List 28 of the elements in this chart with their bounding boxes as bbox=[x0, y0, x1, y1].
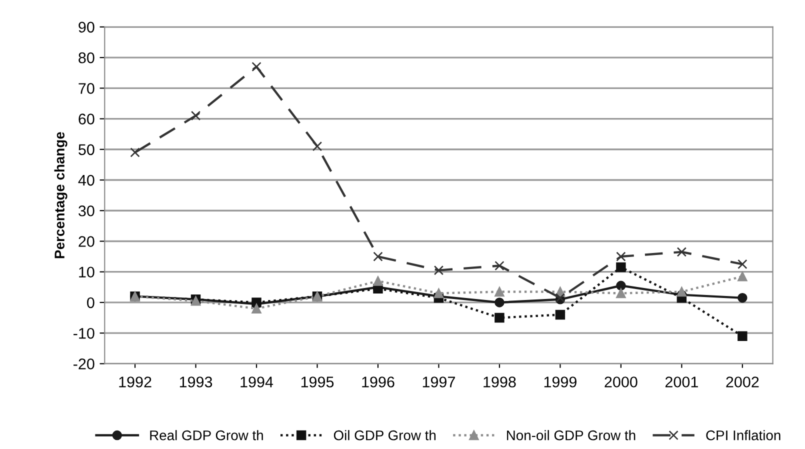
y-tick-label: 90 bbox=[78, 22, 94, 33]
y-tick-label: 50 bbox=[78, 144, 94, 156]
y-tick-label: 20 bbox=[78, 236, 94, 247]
legend-label: Real GDP Grow th bbox=[150, 430, 263, 440]
y-tick-label: 30 bbox=[78, 205, 94, 216]
y-tick-label: 80 bbox=[78, 52, 94, 64]
y-tick-label: 10 bbox=[79, 266, 94, 278]
y-tick-label: -10 bbox=[74, 328, 94, 339]
y-tick-label: 70 bbox=[78, 83, 94, 94]
x-tick-label: 1994 bbox=[240, 376, 274, 388]
legend-label: CPI Inflation bbox=[706, 430, 780, 440]
y-tick-label: 60 bbox=[78, 114, 94, 124]
y-tick-label: 40 bbox=[78, 174, 94, 186]
x-tick-label: 1997 bbox=[422, 376, 455, 388]
x-tick-label: 2001 bbox=[665, 376, 698, 388]
legend-label: Non-oil GDP Grow th bbox=[507, 430, 636, 440]
legend-label: Oil GDP Grow th bbox=[334, 430, 436, 440]
x-tick-label: 1993 bbox=[180, 376, 212, 388]
x-tick-label: 1998 bbox=[484, 376, 516, 388]
y-axis-title: Percentage change bbox=[54, 132, 68, 258]
x-tick-label: 1996 bbox=[362, 376, 394, 388]
x-tick-label: 1995 bbox=[301, 376, 334, 388]
x-tick-label: 1992 bbox=[119, 376, 152, 388]
y-tick-label: 0 bbox=[87, 297, 94, 308]
x-tick-label: 2000 bbox=[604, 376, 638, 388]
x-tick-label: 2002 bbox=[726, 376, 759, 388]
y-tick-label: -20 bbox=[74, 358, 94, 370]
x-tick-label: 1999 bbox=[544, 376, 576, 388]
